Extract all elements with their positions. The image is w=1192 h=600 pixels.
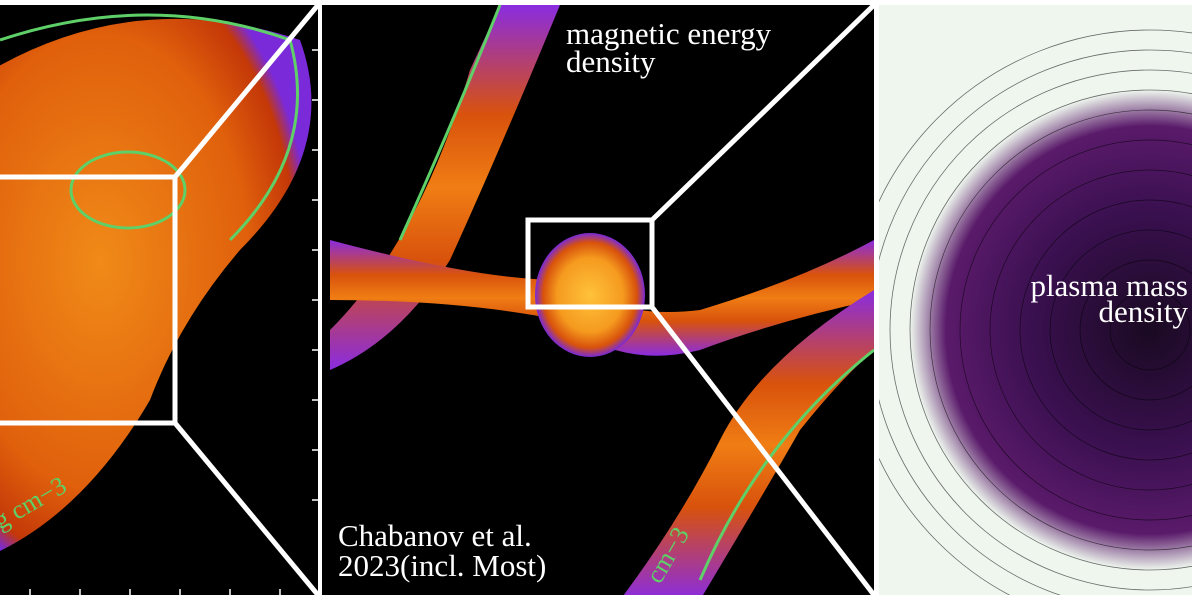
left-panel: g cm−3 [0, 5, 318, 595]
credit: Chabanov et al. [338, 518, 532, 553]
panel-title: density [1098, 294, 1188, 329]
right-panel: plasma mass density [879, 5, 1192, 595]
panel-title: density [566, 44, 656, 79]
panel-title: plasma mass [1030, 268, 1188, 303]
credit: 2023(incl. Most) [338, 548, 546, 583]
panel-title: magnetic energy [566, 16, 772, 51]
middle-panel: cm−3 magnetic energy density Chabanov et… [322, 5, 874, 595]
